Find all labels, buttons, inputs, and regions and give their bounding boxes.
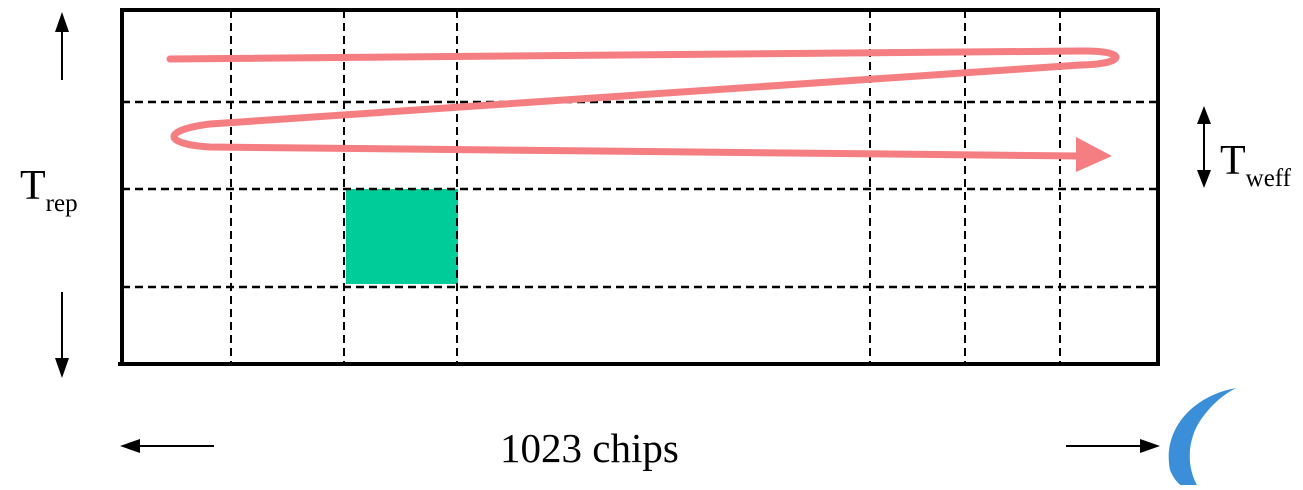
chips-label: 1023 chips bbox=[500, 425, 679, 471]
left-arrow-icon bbox=[120, 439, 214, 453]
logo-icon bbox=[1168, 388, 1236, 490]
t-rep-label: Trep bbox=[20, 162, 78, 217]
highlighted-cell bbox=[346, 189, 458, 284]
down-arrow-icon bbox=[55, 292, 69, 378]
t-rep-main: T bbox=[20, 163, 46, 209]
right-arrow-icon bbox=[1066, 439, 1160, 453]
t-rep-subscript: rep bbox=[45, 190, 78, 217]
t-weff-subscript: weff bbox=[1245, 165, 1292, 192]
double-headed-arrow-icon bbox=[1197, 106, 1211, 188]
frame bbox=[118, 8, 1160, 366]
grid-columns bbox=[230, 10, 1061, 364]
scan-path-arrow-icon bbox=[166, 47, 1120, 172]
t-weff-label: Tweff bbox=[1220, 137, 1291, 192]
t-weff-main: T bbox=[1220, 138, 1246, 184]
up-arrow-icon bbox=[55, 12, 69, 80]
grid-rows bbox=[122, 100, 1158, 289]
